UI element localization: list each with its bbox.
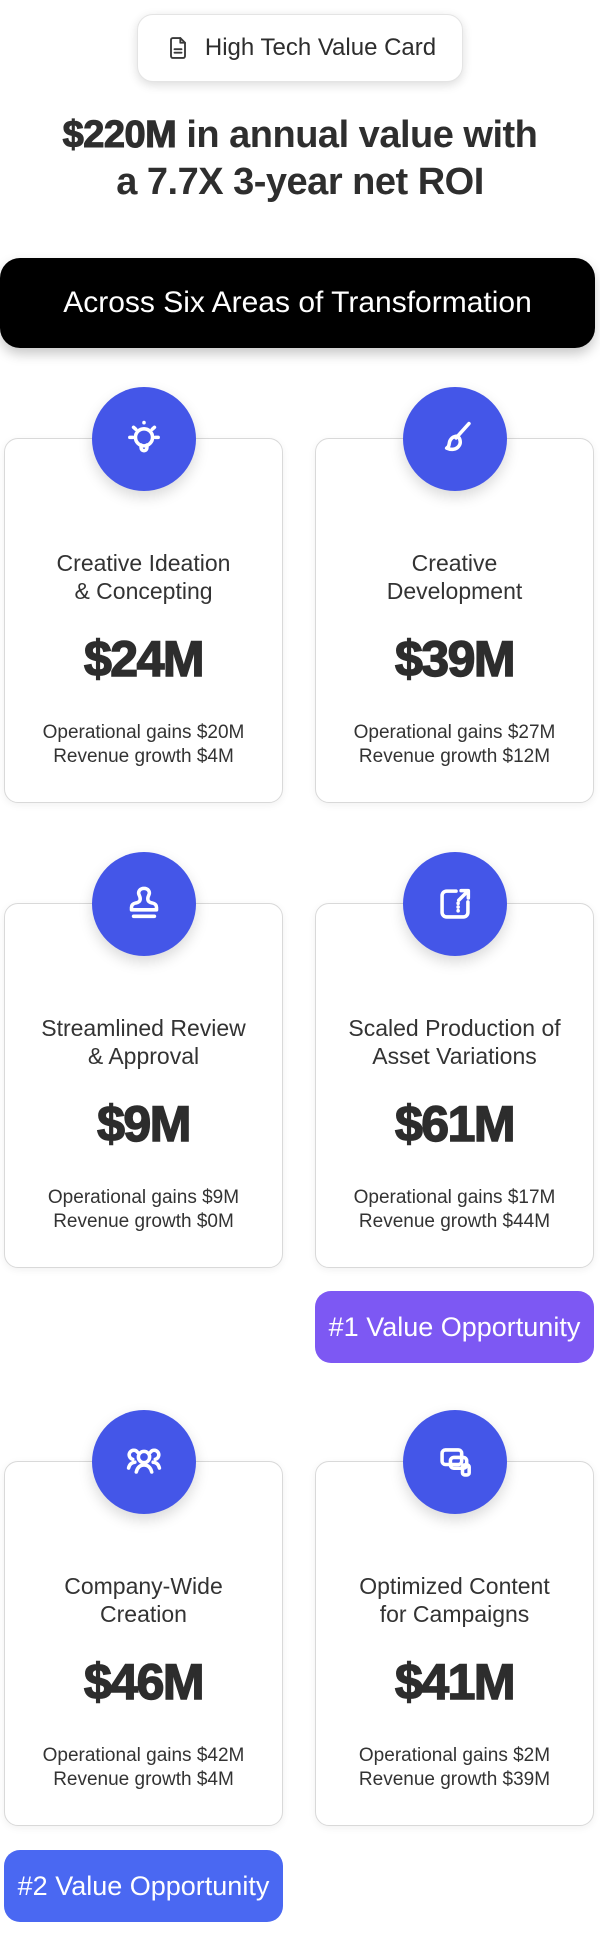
title-pill: High Tech Value Card: [137, 14, 463, 82]
card-value: $9M: [96, 1096, 192, 1152]
card-value: $46M: [83, 1654, 205, 1710]
badge-label: #2 Value Opportunity: [17, 1870, 270, 1901]
operational-gains: Operational gains $27M: [353, 722, 556, 743]
revenue-growth: Revenue growth $4M: [53, 1769, 234, 1790]
card-optimized-content: Optimized Content for Campaigns $41M Oper…: [315, 1410, 594, 1826]
card-icon-circle: [402, 387, 507, 491]
lightbulb-icon: [127, 420, 160, 453]
card-icon-circle: [91, 852, 196, 956]
card-creative-development: Creative Development $39M Operational gai…: [315, 387, 594, 803]
expand-icon: [439, 888, 470, 919]
card-details: Operational gains $20M Revenue growth $4…: [19, 721, 268, 769]
pill-label: High Tech Value Card: [204, 34, 437, 61]
document-icon: [169, 37, 186, 59]
cards-row-2: Streamlined Review & Approval $9M Operati…: [0, 852, 600, 1268]
cards-row-3: Company-Wide Creation $46M Operational ga…: [0, 1410, 600, 1826]
card-details: Operational gains $9M Revenue growth $0M: [19, 1186, 268, 1234]
revenue-growth: Revenue growth $12M: [358, 746, 551, 767]
card-review-approval: Streamlined Review & Approval $9M Operati…: [4, 852, 283, 1268]
card-title: Optimized Content for Campaigns: [359, 1573, 550, 1627]
card-title: Creative Development: [386, 550, 523, 604]
card-details: Operational gains $17M Revenue growth $4…: [330, 1186, 579, 1234]
content-layers-icon: [439, 1448, 471, 1477]
value-opportunity-badge-2: #2 Value Opportunity: [4, 1850, 283, 1922]
card-scaled-production: Scaled Production of Asset Variations $61…: [315, 852, 594, 1268]
operational-gains: Operational gains $42M: [42, 1745, 245, 1766]
revenue-growth: Revenue growth $0M: [53, 1211, 234, 1232]
badge-label: #1 Value Opportunity: [328, 1311, 581, 1342]
section-banner: Across Six Areas of Transformation: [0, 258, 595, 348]
revenue-growth: Revenue growth $4M: [53, 746, 234, 767]
card-value: $41M: [394, 1654, 516, 1710]
card-title: Company-Wide Creation: [64, 1573, 223, 1627]
revenue-growth: Revenue growth $39M: [358, 1769, 551, 1790]
operational-gains: Operational gains $17M: [353, 1187, 556, 1208]
value-opportunity-badge-1: #1 Value Opportunity: [315, 1291, 594, 1363]
page-title: $220M in annual value with a 7.7X 3-year …: [10, 112, 590, 206]
badge-row-1: #1 Value Opportunity: [0, 1291, 600, 1363]
card-details: Operational gains $2M Revenue growth $39…: [330, 1744, 579, 1792]
headline-highlight: $220M: [62, 113, 177, 156]
paintbrush-icon: [444, 421, 471, 452]
card-title: Creative Ideation & Concepting: [56, 550, 231, 604]
operational-gains: Operational gains $2M: [358, 1745, 551, 1766]
headline-line2: a 7.7X 3-year net ROI: [116, 161, 484, 203]
operational-gains: Operational gains $20M: [42, 722, 245, 743]
card-icon-circle: [91, 387, 196, 491]
headline-line1: in annual value with: [176, 114, 538, 156]
revenue-growth: Revenue growth $44M: [358, 1211, 551, 1232]
card-icon-circle: [402, 1410, 507, 1514]
card-company-wide-creation: Company-Wide Creation $46M Operational ga…: [4, 1410, 283, 1826]
card-title: Scaled Production of Asset Variations: [348, 1015, 561, 1069]
people-icon: [126, 1448, 161, 1474]
cards-row-1: Creative Ideation & Concepting $24M Opera…: [0, 387, 600, 803]
banner-label: Across Six Areas of Transformation: [63, 286, 532, 319]
card-value: $39M: [394, 631, 516, 687]
card-icon-circle: [91, 1410, 196, 1514]
stamp-icon: [129, 886, 158, 919]
card-icon-circle: [402, 852, 507, 956]
card-creative-ideation: Creative Ideation & Concepting $24M Opera…: [4, 387, 283, 803]
operational-gains: Operational gains $9M: [47, 1187, 240, 1208]
badge-row-2: #2 Value Opportunity: [0, 1850, 600, 1922]
card-title: Streamlined Review & Approval: [41, 1015, 246, 1069]
card-details: Operational gains $27M Revenue growth $1…: [330, 721, 579, 769]
card-value: $61M: [394, 1096, 516, 1152]
card-value: $24M: [83, 631, 205, 687]
card-details: Operational gains $42M Revenue growth $4…: [19, 1744, 268, 1792]
